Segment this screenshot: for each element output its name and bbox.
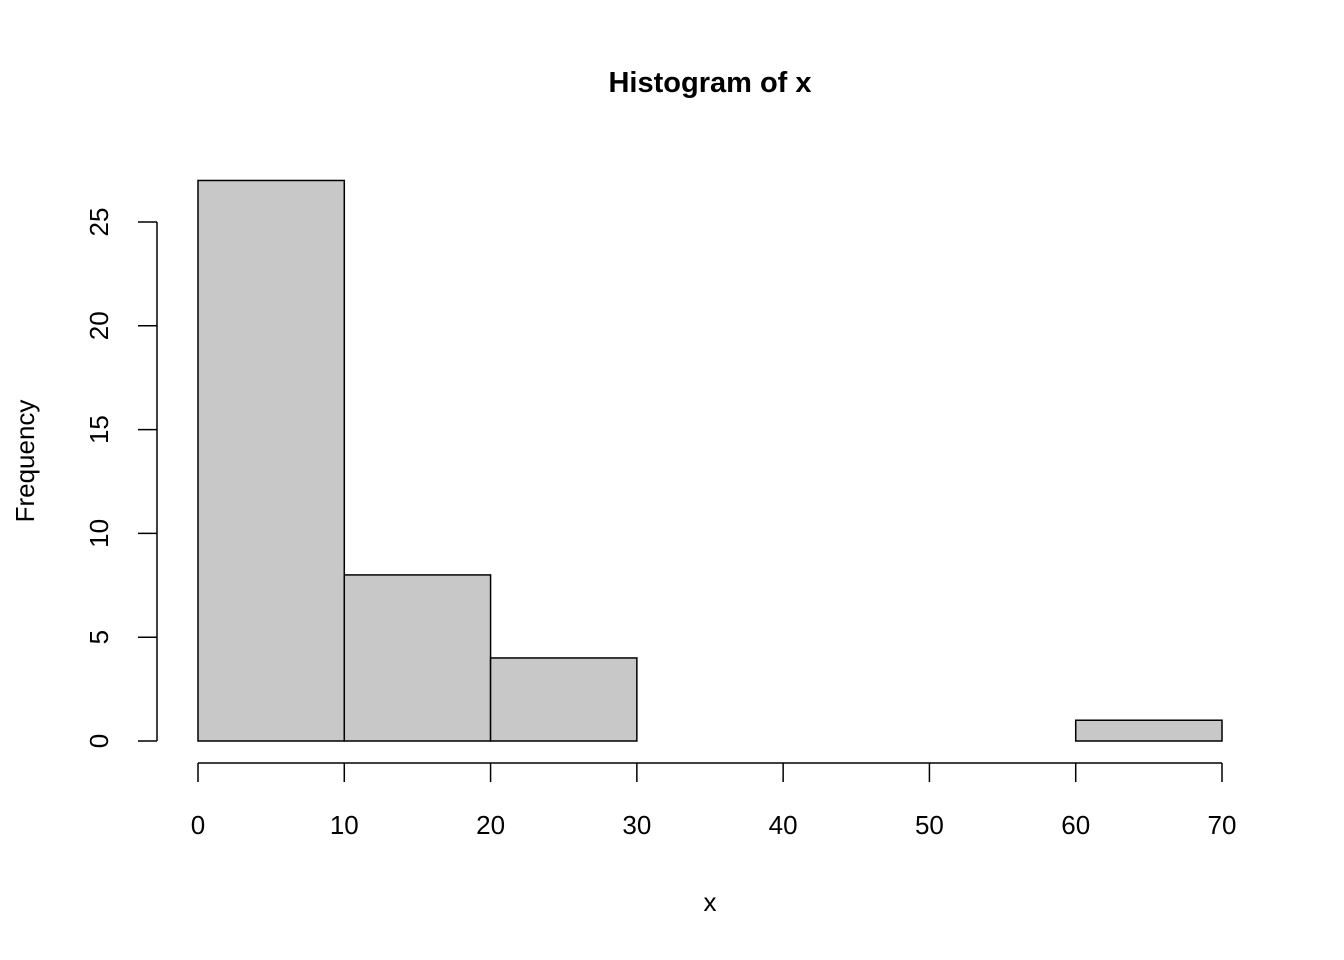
x-tick-label: 50	[915, 810, 944, 840]
x-tick-label: 30	[622, 810, 651, 840]
y-axis: 0 5 10 15 20 25	[84, 208, 158, 748]
x-tick-label: 60	[1061, 810, 1090, 840]
y-tick-label: 0	[84, 734, 114, 748]
x-tick-label: 70	[1208, 810, 1237, 840]
histogram-bar	[343, 574, 492, 742]
x-tick-label: 40	[769, 810, 798, 840]
histogram-bar	[1074, 719, 1223, 742]
y-tick-label: 10	[84, 519, 114, 548]
x-tick-label: 10	[330, 810, 359, 840]
x-axis: 0 10 20 30 40 50 60 70	[191, 762, 1237, 840]
x-tick-label: 20	[476, 810, 505, 840]
chart-title: Histogram of x	[608, 67, 811, 99]
x-tick-label: 0	[191, 810, 205, 840]
y-tick-label: 25	[84, 208, 114, 237]
histogram-bar	[489, 657, 638, 742]
x-axis-label: x	[704, 887, 717, 917]
y-axis-label: Frequency	[10, 400, 40, 523]
y-tick-label: 20	[84, 311, 114, 340]
bars	[197, 179, 1223, 742]
histogram-bar	[197, 179, 346, 742]
y-tick-label: 5	[84, 630, 114, 644]
y-tick-label: 15	[84, 415, 114, 444]
